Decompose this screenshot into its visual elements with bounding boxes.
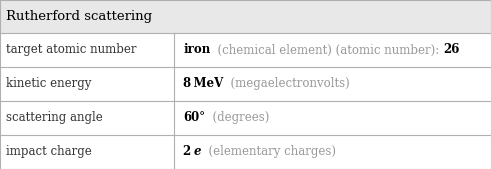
Text: impact charge: impact charge: [6, 146, 92, 159]
Text: 60°: 60°: [183, 112, 205, 125]
Text: (elementary charges): (elementary charges): [201, 146, 336, 159]
Text: target atomic number: target atomic number: [6, 43, 136, 56]
Bar: [0, 101, 491, 135]
Bar: [0, 33, 491, 67]
Text: kinetic energy: kinetic energy: [6, 77, 91, 90]
Text: scattering angle: scattering angle: [6, 112, 103, 125]
Text: Rutherford scattering: Rutherford scattering: [6, 10, 152, 23]
Text: 8 MeV: 8 MeV: [183, 77, 223, 90]
Text: (chemical element) (atomic number):: (chemical element) (atomic number):: [210, 43, 443, 56]
Bar: [0, 135, 491, 169]
Text: 2: 2: [183, 146, 194, 159]
Bar: [0, 0, 491, 33]
Text: (degrees): (degrees): [205, 112, 270, 125]
Text: e: e: [194, 146, 201, 159]
Text: (megaelectronvolts): (megaelectronvolts): [223, 77, 350, 90]
Bar: [0, 67, 491, 101]
Text: 26: 26: [443, 43, 460, 56]
Text: iron: iron: [183, 43, 210, 56]
